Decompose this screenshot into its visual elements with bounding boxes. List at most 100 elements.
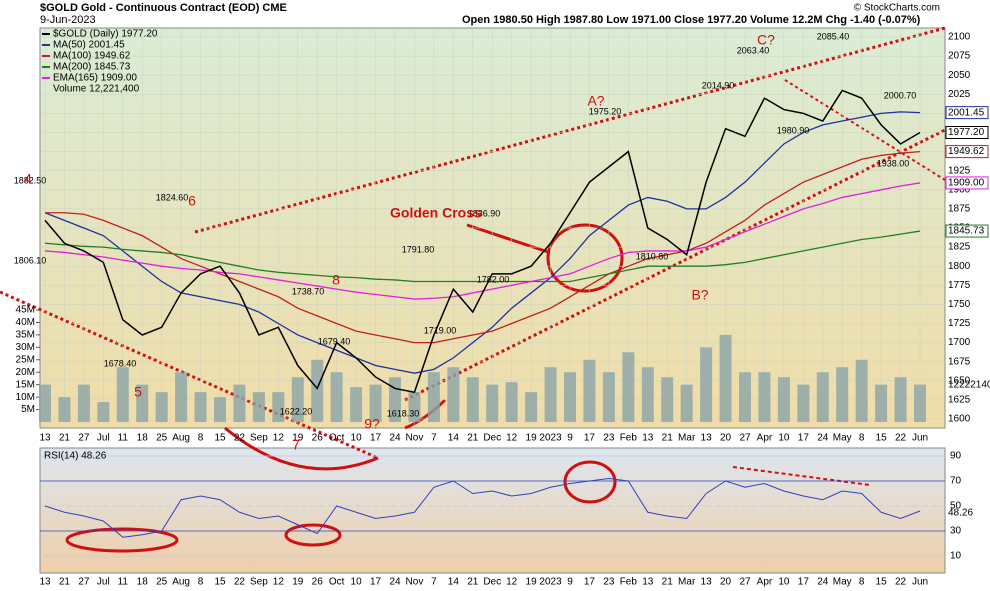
trendline — [0, 290, 379, 460]
volume-bar — [427, 372, 440, 422]
series-line — [44, 89, 921, 394]
x-tick-label: 26 — [312, 433, 324, 444]
credit: © StockCharts.com — [854, 3, 940, 14]
volume-bar — [914, 384, 926, 422]
x-tick-label: Oct — [329, 577, 345, 588]
volume-bar — [39, 384, 51, 422]
legend-label: EMA(165) 1909.00 — [53, 73, 137, 84]
volume-bar — [777, 377, 790, 422]
x-tick-label: Nov — [406, 433, 424, 444]
x-tick-label: 21 — [59, 433, 71, 444]
rsi-tick-label: 10 — [950, 551, 962, 562]
wave-label: Golden Cross — [390, 205, 482, 221]
x-tick-label: 13 — [701, 433, 713, 444]
volume-bar — [175, 372, 188, 422]
x-tick-label: 17 — [370, 577, 382, 588]
x-tick-label: 7 — [431, 577, 437, 588]
circle — [284, 523, 342, 547]
rsi-tick-label: 50 — [950, 501, 962, 512]
legend-swatch — [42, 33, 50, 35]
volume-bar — [739, 372, 751, 422]
x-tick-label: 19 — [526, 433, 538, 444]
x-tick-label: 21 — [59, 577, 71, 588]
last-label-box — [945, 106, 989, 120]
volume-tick-label: 10M — [16, 392, 35, 403]
legend-label: MA(50) 2001.45 — [53, 40, 125, 51]
price-label: 1719.00 — [424, 325, 457, 335]
circle — [546, 223, 624, 293]
volume-bar — [214, 397, 226, 422]
y-tick-label: 1825 — [948, 242, 971, 253]
x-tick-label: 24 — [389, 433, 401, 444]
x-tick-label: 9 — [567, 577, 573, 588]
rsi-last-label: 48.26 — [948, 508, 973, 519]
volume-bar — [408, 392, 421, 422]
x-tick-label: 17 — [584, 577, 596, 588]
x-tick-label: 22 — [234, 433, 246, 444]
x-tick-label: 24 — [817, 433, 829, 444]
x-tick-label: 10 — [351, 577, 363, 588]
series-line — [45, 150, 921, 344]
volume-tick-label: 35M — [16, 330, 35, 341]
x-tick-label: 22 — [895, 577, 907, 588]
price-label: 1791.80 — [402, 244, 435, 254]
volume-bar — [486, 384, 499, 422]
wave-label: 7 — [292, 437, 300, 453]
volume-bar — [641, 367, 654, 422]
x-tick-label: 17 — [798, 433, 810, 444]
rsi-tick-label: 90 — [950, 451, 962, 462]
x-tick-label: 11 — [118, 433, 129, 444]
volume-bar — [330, 372, 343, 422]
x-tick-label: Oct — [329, 433, 345, 444]
volume-bar — [58, 397, 71, 422]
wave-label: 8 — [332, 272, 340, 288]
volume-bar — [505, 382, 518, 422]
x-tick-label: 10 — [778, 577, 790, 588]
x-tick-label: Aug — [172, 577, 190, 588]
x-tick-label: 24 — [389, 577, 401, 588]
x-tick-label: 27 — [78, 433, 90, 444]
x-tick-label: 23 — [603, 577, 615, 588]
volume-bar — [525, 392, 538, 422]
volume-bar — [369, 384, 382, 422]
y-tick-label: 1625 — [948, 395, 971, 406]
x-tick-label: 13 — [39, 577, 51, 588]
x-tick-label: 21 — [662, 433, 674, 444]
x-tick-label: 27 — [739, 577, 751, 588]
x-tick-label: Sep — [250, 577, 268, 588]
volume-bar — [136, 384, 149, 422]
volume-bar — [564, 372, 576, 422]
circle — [563, 460, 617, 504]
y-tick-label: 1925 — [948, 165, 971, 176]
volume-bar — [194, 392, 207, 422]
volume-bar — [875, 384, 888, 422]
wave-label: B? — [691, 287, 708, 303]
legend-swatch — [42, 77, 50, 79]
last-label: 1909.00 — [948, 178, 985, 189]
y-tick-label: 1800 — [948, 261, 971, 272]
volume-bar — [447, 367, 460, 422]
x-tick-label: Feb — [620, 433, 638, 444]
volume-bar — [622, 352, 635, 422]
legend-label: MA(100) 1949.62 — [53, 51, 131, 62]
x-tick-label: 13 — [701, 577, 713, 588]
x-tick-label: 13 — [642, 433, 654, 444]
x-tick-label: 27 — [739, 433, 751, 444]
x-tick-label: Feb — [620, 577, 638, 588]
legend-label: MA(200) 1845.73 — [53, 62, 131, 73]
last-label: 2001.45 — [948, 107, 985, 118]
x-tick-label: 8 — [859, 433, 865, 444]
last-label-box — [945, 126, 989, 139]
x-tick-label: 12 — [506, 577, 518, 588]
legend-swatch — [42, 55, 50, 57]
last-label: 1977.20 — [948, 127, 985, 138]
y-tick-label: 1875 — [948, 204, 971, 215]
x-tick-label: 10 — [778, 433, 790, 444]
x-tick-label: Mar — [678, 577, 696, 588]
circle — [65, 527, 179, 553]
legend-label: $GOLD (Daily) 1977.20 — [53, 29, 158, 40]
series-line — [44, 477, 921, 538]
volume-bar — [661, 377, 674, 422]
volume-bar — [894, 377, 907, 422]
